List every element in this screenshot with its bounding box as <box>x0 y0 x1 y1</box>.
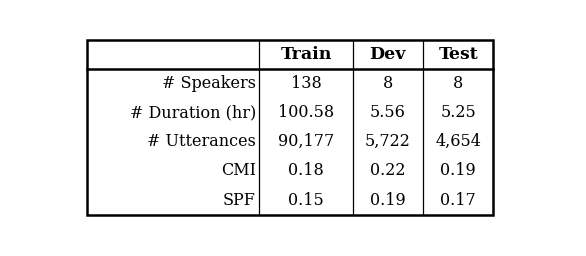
Text: Train: Train <box>280 46 332 63</box>
Text: 0.18: 0.18 <box>288 162 324 179</box>
Text: # Utterances: # Utterances <box>147 133 256 150</box>
Text: 0.15: 0.15 <box>288 191 324 209</box>
Text: Dev: Dev <box>370 46 406 63</box>
Text: # Duration (hr): # Duration (hr) <box>130 104 256 121</box>
Text: 4,654: 4,654 <box>435 133 481 150</box>
Text: 138: 138 <box>291 75 321 92</box>
Text: CMI: CMI <box>221 162 256 179</box>
Text: SPF: SPF <box>223 191 256 209</box>
Text: Test: Test <box>438 46 478 63</box>
Text: 0.19: 0.19 <box>440 162 476 179</box>
Text: 0.17: 0.17 <box>440 191 476 209</box>
Text: 8: 8 <box>383 75 393 92</box>
Text: 5.25: 5.25 <box>440 104 476 121</box>
Text: 5.56: 5.56 <box>370 104 406 121</box>
Text: 0.22: 0.22 <box>370 162 406 179</box>
Text: # Speakers: # Speakers <box>162 75 256 92</box>
Text: 5,722: 5,722 <box>365 133 411 150</box>
Text: 90,177: 90,177 <box>278 133 334 150</box>
Text: 8: 8 <box>453 75 464 92</box>
Text: 0.19: 0.19 <box>370 191 406 209</box>
Text: 100.58: 100.58 <box>278 104 334 121</box>
